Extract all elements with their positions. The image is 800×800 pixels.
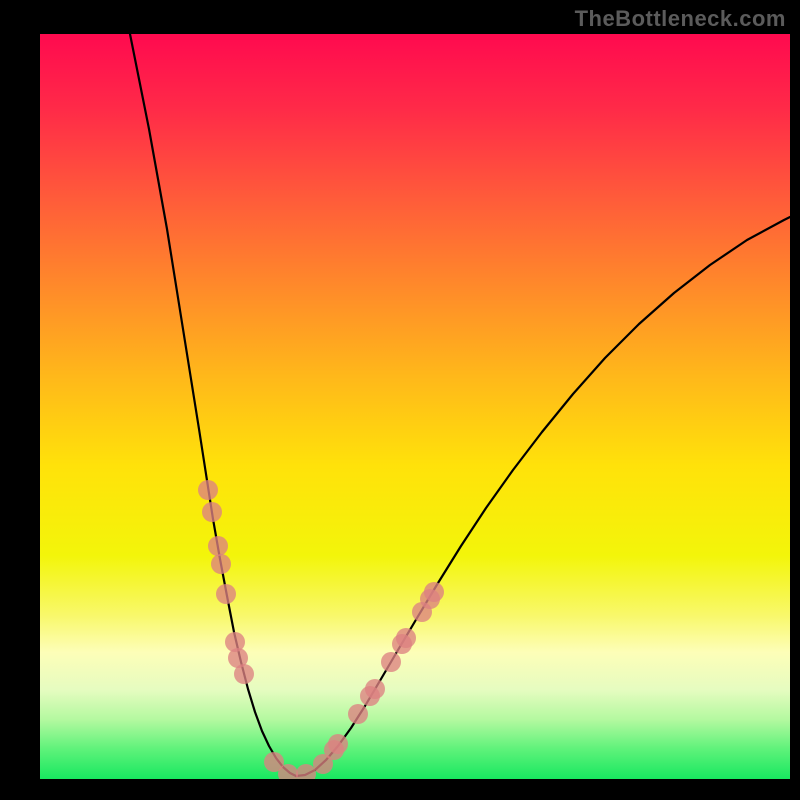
plot-svg: [40, 34, 790, 779]
data-marker: [328, 734, 348, 754]
data-marker: [208, 536, 228, 556]
data-marker: [234, 664, 254, 684]
frame-bottom: [0, 779, 800, 800]
frame-left: [0, 0, 40, 800]
frame-right: [790, 0, 800, 800]
data-marker: [424, 582, 444, 602]
plot-area: [40, 34, 790, 779]
data-marker: [198, 480, 218, 500]
attribution-label: TheBottleneck.com: [575, 6, 786, 32]
data-marker: [211, 554, 231, 574]
data-marker: [365, 679, 385, 699]
data-marker: [216, 584, 236, 604]
data-marker: [348, 704, 368, 724]
data-marker: [202, 502, 222, 522]
data-marker: [381, 652, 401, 672]
data-marker: [396, 628, 416, 648]
